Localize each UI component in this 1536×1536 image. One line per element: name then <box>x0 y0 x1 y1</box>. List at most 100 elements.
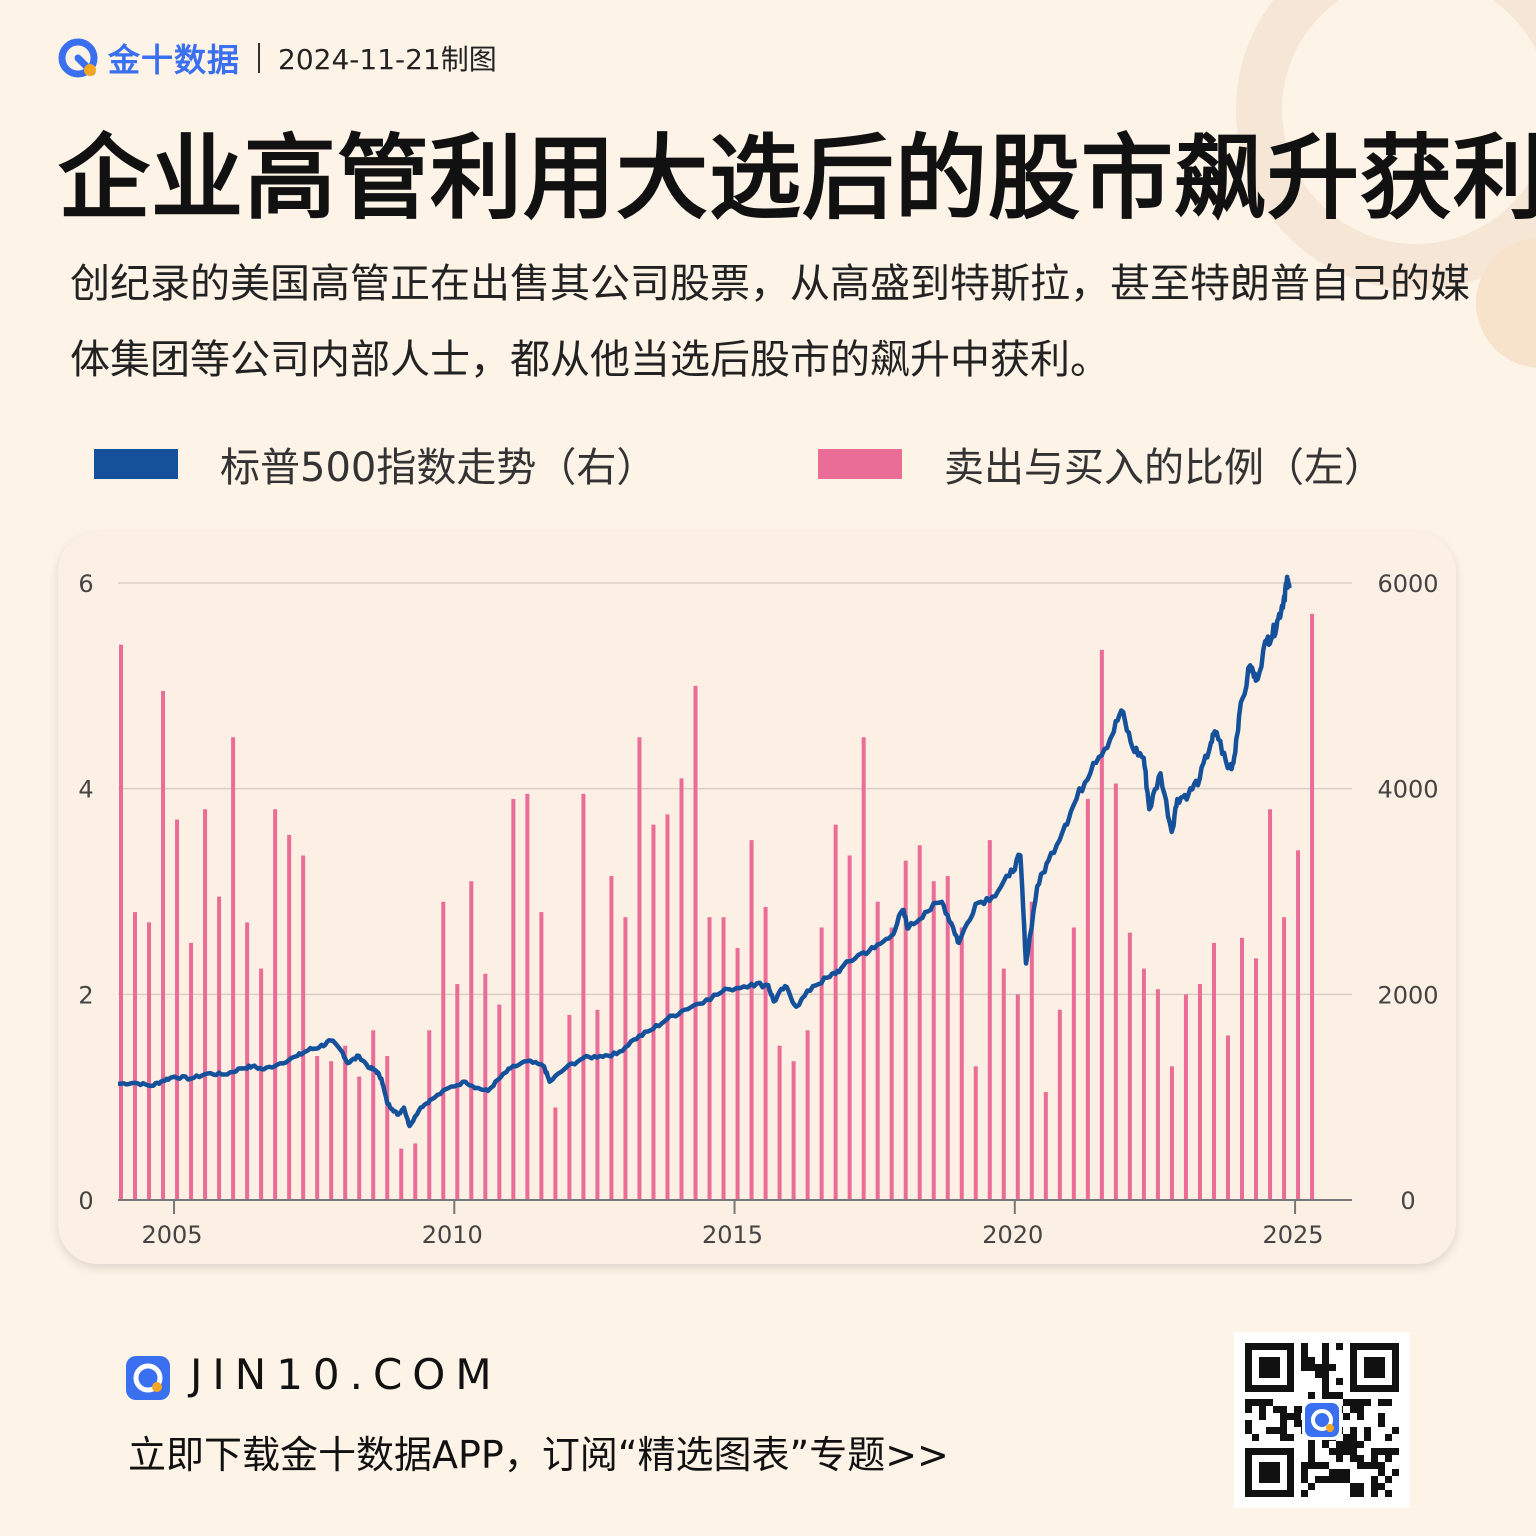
ratio-bar <box>889 927 894 1200</box>
y-right-tick-label: 2000 <box>1377 981 1438 1009</box>
ratio-bar <box>707 917 712 1200</box>
ratio-bar <box>1282 917 1287 1200</box>
ratio-bar <box>735 948 740 1200</box>
ratio-bar <box>1141 968 1146 1200</box>
ratio-bar <box>511 798 516 1200</box>
sp500-line-group <box>117 574 1292 1129</box>
ratio-bar <box>525 793 530 1200</box>
chart-date: 2024-11-21制图 <box>278 43 497 76</box>
legend-item-sp500: 标普500指数走势（右） <box>94 438 657 491</box>
ratio-bar <box>945 876 950 1200</box>
ratio-bar <box>623 917 628 1200</box>
page-subtitle: 创纪录的美国高管正在出售其公司股票，从高盛到特斯拉，甚至特朗普自己的媒体集团等公… <box>70 261 1470 383</box>
x-tick-label: 2025 <box>1263 1221 1324 1249</box>
legend-label-sp500: 标普500指数走势（右） <box>220 445 657 491</box>
ratio-bar <box>1127 932 1132 1200</box>
ratio-bar <box>763 906 768 1200</box>
y-right-tick-label: 4000 <box>1377 776 1438 804</box>
ratio-bar <box>959 927 964 1200</box>
ratio-bar <box>1296 850 1301 1200</box>
ratio-bar <box>175 819 180 1200</box>
ratio-bar <box>189 942 194 1200</box>
ratio-bar <box>161 690 166 1200</box>
ratio-bar <box>1043 1092 1048 1200</box>
ratio-bar <box>217 896 222 1200</box>
ratio-bar <box>497 1004 502 1200</box>
axes: 0 0 2 2000 4 4000 6 6000 2005 2010 2015 2020 2025 <box>78 570 1438 1249</box>
ratio-bar <box>483 973 488 1200</box>
ratio-bar <box>665 814 670 1200</box>
ratio-bar <box>343 1045 348 1200</box>
ratio-bar <box>833 824 838 1200</box>
ratio-bar <box>399 1148 404 1200</box>
y-left-tick-label: 2 <box>78 981 93 1009</box>
x-tick-label: 2010 <box>422 1221 483 1249</box>
header-divider <box>258 43 261 73</box>
ratio-bar <box>1268 809 1273 1200</box>
ratio-bar <box>245 922 250 1200</box>
y-left-tick-label: 6 <box>78 570 93 598</box>
y-right-tick-label: 0 <box>1400 1187 1415 1215</box>
ratio-bar <box>287 834 292 1200</box>
ratio-bar <box>203 809 208 1200</box>
ratio-bar <box>1029 901 1034 1200</box>
x-tick-label: 2015 <box>702 1221 763 1249</box>
ratio-bars <box>119 613 1315 1200</box>
x-tick-label: 2020 <box>982 1221 1043 1249</box>
ratio-bar <box>1197 984 1202 1200</box>
site-url[interactable]: JIN10.COM <box>190 1350 502 1399</box>
ratio-bar <box>805 1030 810 1200</box>
ratio-bar <box>1099 649 1104 1200</box>
ratio-bar <box>553 1107 558 1200</box>
ratio-bar <box>147 922 152 1200</box>
ratio-bar <box>539 912 544 1200</box>
download-cta[interactable]: 立即下载金十数据APP，订阅“精选图表”专题>> <box>128 1433 949 1477</box>
ratio-bar <box>119 644 123 1200</box>
ratio-bar <box>1057 1009 1062 1200</box>
ratio-bar <box>385 1056 390 1200</box>
ratio-bar <box>259 968 264 1200</box>
ratio-bar <box>1113 783 1118 1200</box>
ratio-bar <box>679 778 684 1200</box>
footer-logo-icon <box>126 1356 170 1400</box>
ratio-bar <box>791 1061 796 1200</box>
ratio-bar <box>329 1061 334 1200</box>
ratio-bar <box>413 1143 418 1200</box>
ratio-bar <box>819 927 824 1200</box>
y-left-tick-label: 0 <box>78 1187 93 1215</box>
ratio-bar <box>1254 958 1259 1200</box>
ratio-bar <box>595 1009 600 1200</box>
ratio-bar <box>987 840 992 1200</box>
ratio-bar <box>861 737 866 1200</box>
sp500-line <box>117 574 1292 1129</box>
ratio-bar <box>1085 798 1090 1200</box>
ratio-bar <box>315 1056 320 1200</box>
ratio-bar <box>917 845 922 1200</box>
legend-item-ratio: 卖出与买入的比例（左） <box>818 438 1384 491</box>
qr-pattern <box>1245 1343 1399 1497</box>
ratio-bar <box>609 876 614 1200</box>
ratio-bar <box>651 824 656 1200</box>
ratio-bar <box>1211 942 1216 1200</box>
ratio-bar <box>133 912 138 1200</box>
ratio-bar <box>693 685 698 1200</box>
ratio-bar <box>721 917 726 1200</box>
ratio-bar <box>1001 968 1006 1200</box>
header: 金十数据 2024-11-21制图 <box>56 34 497 82</box>
legend-swatch-sp500 <box>94 449 178 479</box>
ratio-bar <box>973 1066 978 1200</box>
ratio-bar <box>875 901 880 1200</box>
ratio-bar <box>637 737 642 1200</box>
ratio-bar <box>469 881 474 1200</box>
ratio-bar <box>581 793 586 1200</box>
ratio-bar <box>1155 989 1160 1200</box>
y-left-tick-label: 4 <box>78 776 93 804</box>
legend-swatch-ratio <box>818 449 902 479</box>
ratio-bar <box>749 840 754 1200</box>
ratio-bar <box>371 1030 376 1200</box>
ratio-bar <box>301 855 306 1200</box>
ratio-bar <box>1183 994 1188 1200</box>
ratio-bar <box>1071 927 1076 1200</box>
brand-name: 金十数据 <box>108 41 241 79</box>
